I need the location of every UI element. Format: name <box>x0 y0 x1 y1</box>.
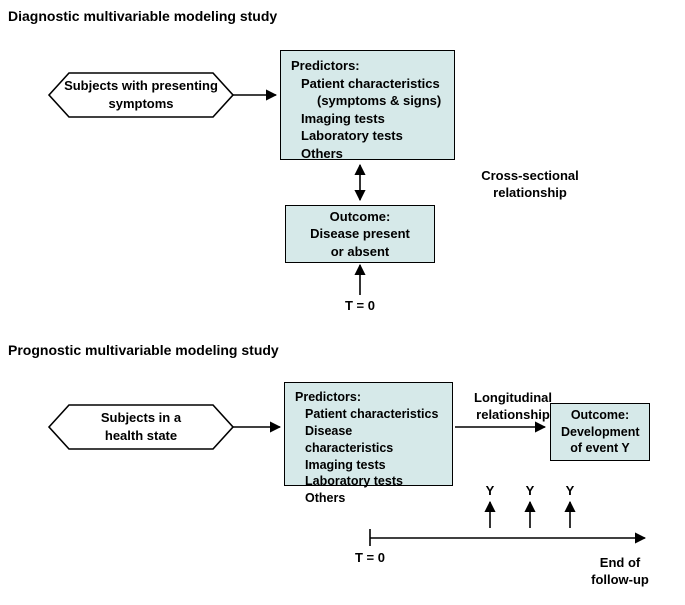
diagram-stage: Diagnostic multivariable modeling study … <box>0 0 685 605</box>
predictors-item-1: Imaging tests <box>301 110 444 128</box>
diagnostic-relationship-label: Cross-sectional relationship <box>470 168 590 202</box>
diagnostic-outcome-box: Outcome: Disease present or absent <box>285 205 435 263</box>
prognostic-outcome-line2: Development <box>561 424 639 441</box>
prognostic-title: Prognostic multivariable modeling study <box>8 342 279 358</box>
predictors-item-3: Others <box>301 145 444 163</box>
prognostic-predictors-item-0: Patient characteristics <box>305 406 442 423</box>
diagnostic-outcome-line3: or absent <box>296 243 424 261</box>
prognostic-subjects-line1: Subjects in a <box>49 409 233 427</box>
prognostic-subjects-hexagon: Subjects in a health state <box>49 405 233 449</box>
diagnostic-subjects-line2: symptoms <box>49 95 233 113</box>
y-label-2: Y <box>524 483 536 498</box>
predictors-item-0: Patient characteristics <box>301 75 444 93</box>
diagnostic-subjects-hexagon: Subjects with presenting symptoms <box>49 73 233 117</box>
prognostic-predictors-item-3: Laboratory tests <box>305 473 442 490</box>
prognostic-end-label: End of follow-up <box>580 555 660 589</box>
y-label-1: Y <box>484 483 496 498</box>
y-label-3: Y <box>564 483 576 498</box>
predictors-header: Predictors: <box>291 57 444 75</box>
prognostic-predictors-item-2: Imaging tests <box>305 457 442 474</box>
prognostic-predictors-item-4: Others <box>305 490 442 507</box>
prognostic-outcome-box: Outcome: Development of event Y <box>550 403 650 461</box>
prognostic-predictors-box: Predictors: Patient characteristics Dise… <box>284 382 453 486</box>
diagnostic-outcome-line1: Outcome: <box>296 208 424 226</box>
diagnostic-predictors-box: Predictors: Patient characteristics (sym… <box>280 50 455 160</box>
prognostic-predictors-header: Predictors: <box>295 389 442 406</box>
predictors-subitem: (symptoms & signs) <box>317 92 444 110</box>
prognostic-subjects-line2: health state <box>49 427 233 445</box>
predictors-item-2: Laboratory tests <box>301 127 444 145</box>
diagnostic-t0-label: T = 0 <box>336 298 384 313</box>
diagnostic-title: Diagnostic multivariable modeling study <box>8 8 277 24</box>
prognostic-relationship-label: Longitudinal relationship <box>463 390 563 424</box>
diagnostic-subjects-line1: Subjects with presenting <box>49 77 233 95</box>
diagnostic-outcome-line2: Disease present <box>296 225 424 243</box>
prognostic-t0-label: T = 0 <box>346 550 394 565</box>
prognostic-predictors-item-1: Disease characteristics <box>305 423 442 457</box>
prognostic-outcome-line1: Outcome: <box>561 407 639 424</box>
prognostic-outcome-line3: of event Y <box>561 440 639 457</box>
